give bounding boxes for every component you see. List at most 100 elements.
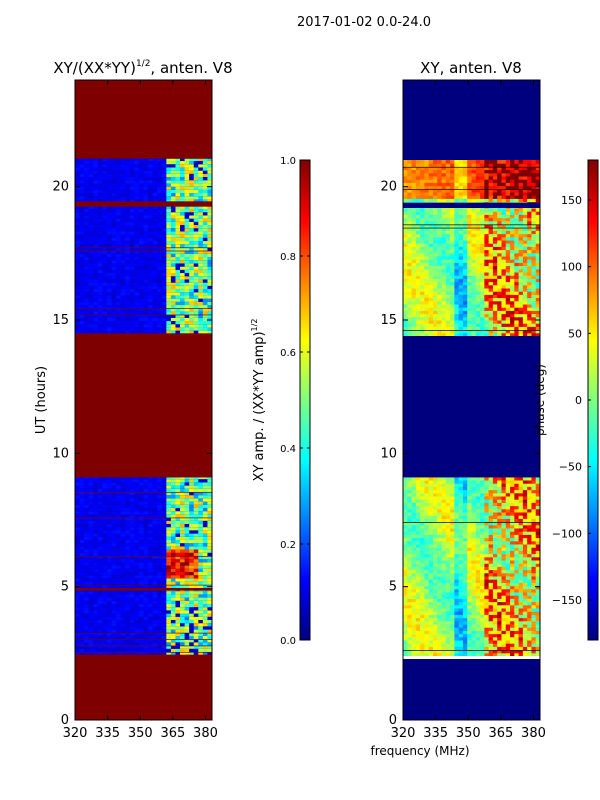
heat-cell xyxy=(411,518,417,523)
heat-cell xyxy=(189,513,195,518)
heat-cell xyxy=(458,582,464,587)
heat-cell xyxy=(134,246,140,251)
heat-cell xyxy=(180,298,185,302)
heat-cell xyxy=(527,588,532,593)
heat-cell xyxy=(148,603,154,608)
heat-cell xyxy=(79,259,85,264)
heat-cell xyxy=(535,640,540,644)
heat-cell xyxy=(143,285,149,290)
flagged-line xyxy=(75,314,212,316)
heat-cell xyxy=(193,323,199,328)
heat-cell xyxy=(157,549,163,553)
heat-cell xyxy=(152,513,158,518)
heat-cell xyxy=(148,195,154,200)
heat-cell xyxy=(193,160,199,165)
heat-cell xyxy=(207,552,212,556)
heat-cell xyxy=(415,649,421,654)
heat-cell xyxy=(207,558,212,563)
heat-cell xyxy=(79,253,85,258)
heat-cell xyxy=(462,617,468,622)
heat-cell xyxy=(111,198,117,203)
heat-cell xyxy=(106,616,112,620)
heat-cell xyxy=(93,218,99,222)
heat-cell xyxy=(184,603,190,608)
heat-cell xyxy=(202,555,208,560)
heat-cell xyxy=(175,288,181,293)
heat-cell xyxy=(170,477,176,480)
heat-cell xyxy=(170,481,176,486)
heat-cell xyxy=(157,224,163,229)
heat-cell xyxy=(161,533,167,537)
heat-cell xyxy=(157,478,163,483)
heat-cell xyxy=(120,545,126,550)
heat-cell xyxy=(189,529,195,534)
heat-cell xyxy=(207,629,212,633)
heat-cell xyxy=(97,558,103,563)
heat-cell xyxy=(138,481,144,486)
heat-cell xyxy=(193,558,199,563)
heat-cell xyxy=(106,568,112,572)
heat-cell xyxy=(116,571,122,576)
heat-cell xyxy=(138,555,144,560)
heat-cell xyxy=(129,250,135,254)
heat-cell xyxy=(531,611,537,615)
heat-cell xyxy=(75,488,80,492)
heat-cell xyxy=(527,569,532,574)
heat-cell xyxy=(475,601,481,606)
heat-cell xyxy=(527,601,532,606)
heat-cell xyxy=(93,533,99,537)
heat-cell xyxy=(505,652,511,657)
heat-cell xyxy=(143,632,149,636)
heat-cell xyxy=(207,266,212,270)
heat-cell xyxy=(138,211,144,216)
heat-cell xyxy=(138,477,144,480)
heat-cell xyxy=(514,649,519,654)
heat-cell xyxy=(189,170,195,174)
heat-cell xyxy=(157,526,163,531)
heat-cell xyxy=(75,565,80,569)
heat-cell xyxy=(497,537,502,542)
heat-cell xyxy=(166,603,172,608)
heat-cell xyxy=(138,494,144,499)
heat-cell xyxy=(445,534,451,539)
heat-cell xyxy=(424,624,430,628)
heat-cell xyxy=(125,326,131,331)
heat-cell xyxy=(198,632,204,636)
heat-cell xyxy=(148,218,154,222)
heat-cell xyxy=(492,585,498,590)
heat-cell xyxy=(111,648,117,652)
heat-cell xyxy=(157,477,163,480)
heat-cell xyxy=(170,314,176,318)
heat-cell xyxy=(152,179,158,184)
heat-cell xyxy=(157,189,163,194)
heat-cell xyxy=(432,636,438,641)
heat-cell xyxy=(202,275,208,280)
heat-cell xyxy=(84,307,90,312)
heat-cell xyxy=(106,571,112,576)
heat-cell xyxy=(535,646,540,651)
heat-cell xyxy=(505,608,511,612)
heat-cell xyxy=(424,640,430,644)
heat-cell xyxy=(161,192,167,197)
heat-cell xyxy=(454,550,460,555)
heat-cell xyxy=(441,630,447,635)
heat-cell xyxy=(102,163,108,168)
heat-cell xyxy=(102,501,108,505)
heat-cell xyxy=(467,604,472,609)
heat-cell xyxy=(75,606,80,611)
heat-cell xyxy=(84,330,90,334)
heat-cell xyxy=(157,641,163,646)
heat-cell xyxy=(143,504,149,508)
heat-cell xyxy=(161,230,167,235)
heat-cell xyxy=(193,278,199,283)
heat-cell xyxy=(480,569,485,574)
heat-cell xyxy=(134,581,140,585)
heat-cell xyxy=(189,648,195,652)
heat-cell xyxy=(432,611,438,615)
heat-cell xyxy=(88,259,94,264)
heat-cell xyxy=(157,603,163,608)
heat-cell xyxy=(518,560,524,564)
heat-cell xyxy=(198,310,204,315)
heat-cell xyxy=(510,531,515,535)
heat-cell xyxy=(170,298,176,302)
